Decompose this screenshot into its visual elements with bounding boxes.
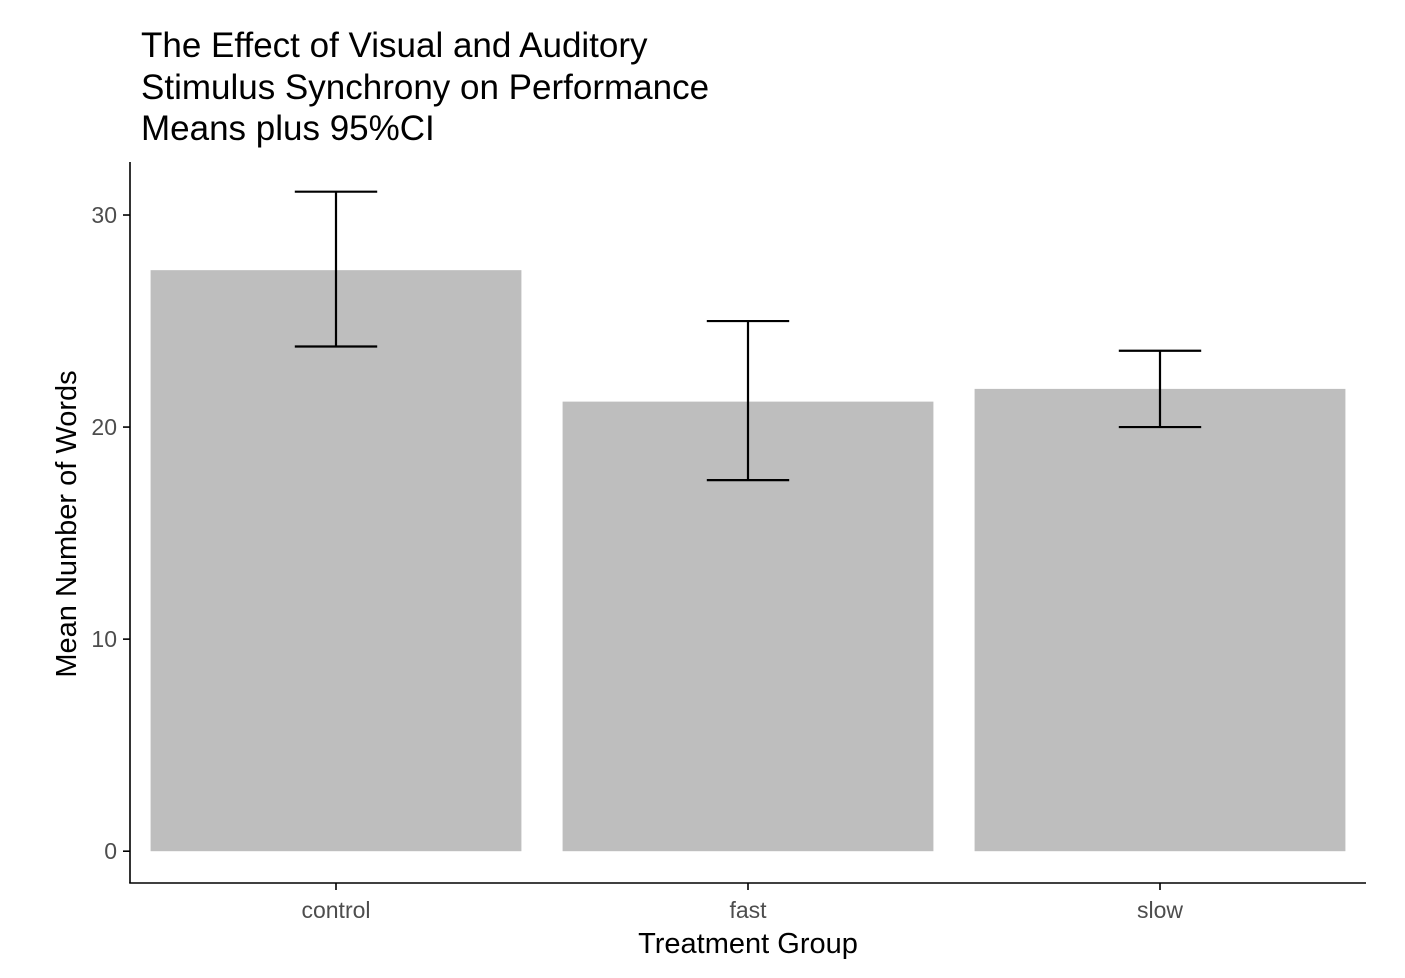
- chart-title-line-2: Stimulus Synchrony on Performance: [141, 68, 709, 107]
- x-tick-label-fast: fast: [729, 897, 767, 923]
- x-tick-label-slow: slow: [1137, 897, 1183, 923]
- y-axis-title: Mean Number of Words: [51, 370, 83, 677]
- y-tick-label-20: 20: [91, 414, 117, 440]
- y-tick-label-30: 30: [91, 202, 117, 228]
- bar-slow: [974, 388, 1346, 852]
- chart-title-line-1: The Effect of Visual and Auditory: [141, 26, 648, 65]
- x-axis-ticks: control fast slow: [301, 883, 1183, 923]
- bar-control: [150, 270, 522, 852]
- bars-layer: [150, 270, 1346, 852]
- y-tick-label-0: 0: [104, 838, 117, 864]
- y-axis-ticks: 0 10 20 30: [91, 202, 130, 864]
- errorbar-control: [294, 190, 378, 348]
- errorbar-fast: [706, 319, 790, 482]
- chart-title: The Effect of Visual and Auditory Stimul…: [141, 26, 709, 148]
- x-axis-title: Treatment Group: [638, 928, 858, 960]
- errorbar-slow: [1118, 349, 1202, 429]
- errorbars-layer: [294, 190, 1202, 482]
- x-tick-label-control: control: [301, 897, 370, 923]
- chart-title-line-3: Means plus 95%CI: [141, 109, 435, 148]
- y-tick-label-10: 10: [91, 626, 117, 652]
